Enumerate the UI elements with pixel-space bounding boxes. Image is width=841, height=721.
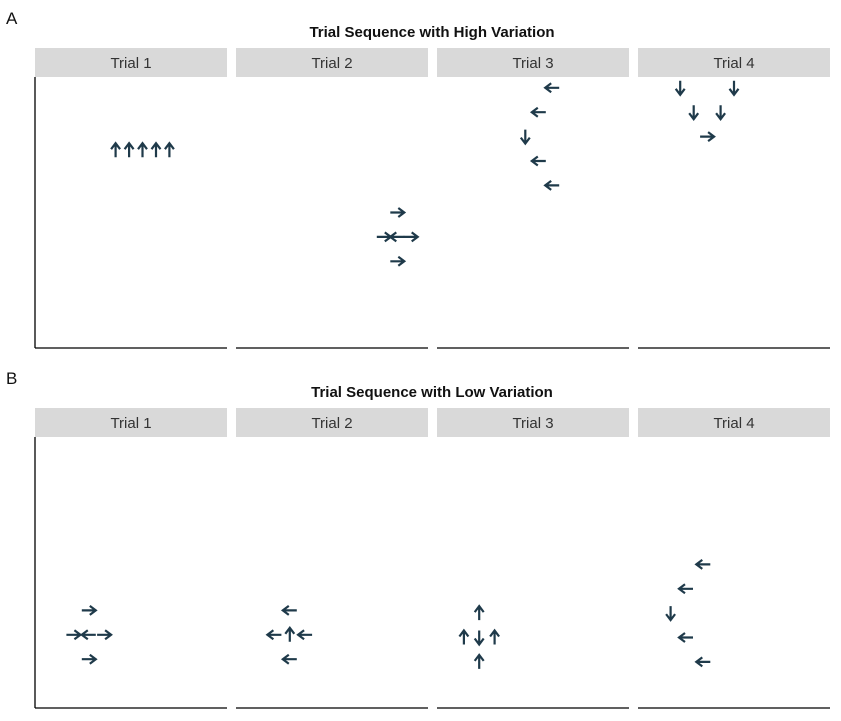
facet-strip-label: Trial 2 — [311, 415, 352, 432]
arrow-up-icon — [123, 141, 135, 158]
facet-strip — [236, 48, 428, 77]
facet-trial-4: Trial 4 — [638, 408, 830, 709]
arrow-right-icon — [403, 231, 420, 243]
facet-strip — [437, 48, 629, 77]
facet-trial-4: Trial 4 — [638, 48, 830, 349]
arrow-left-icon — [79, 629, 96, 641]
facet-strip-label: Trial 4 — [713, 55, 754, 72]
arrow-right-icon — [81, 653, 98, 665]
arrow-right-icon — [97, 629, 113, 641]
arrow-up-icon — [489, 628, 500, 645]
arrow-right-icon — [66, 629, 83, 641]
arrow-left-icon — [677, 583, 693, 595]
arrow-left-icon — [677, 632, 693, 643]
facet-strip-label: Trial 3 — [512, 415, 553, 432]
arrow-left-icon — [296, 629, 313, 641]
arrow-up-icon — [473, 653, 485, 669]
arrow-up-icon — [150, 141, 162, 158]
arrow-down-icon — [688, 105, 700, 122]
facet-strip-label: Trial 1 — [110, 55, 151, 72]
panel-letter: B — [6, 369, 17, 388]
arrow-up-icon — [164, 141, 175, 158]
arrow-left-icon — [543, 82, 560, 94]
facet-trial-3: Trial 3 — [437, 48, 629, 349]
facet-trial-1: Trial 1 — [34, 48, 227, 349]
arrow-down-icon — [665, 606, 676, 622]
arrow-right-icon — [700, 131, 716, 142]
panel-a: A Trial Sequence with High Variation Trial… — [6, 9, 830, 349]
arrow-down-icon — [715, 105, 726, 122]
arrow-left-icon — [388, 231, 405, 243]
arrow-left-icon — [543, 180, 560, 191]
arrow-left-icon — [694, 559, 711, 570]
arrow-right-icon — [390, 255, 407, 267]
facet-trial-1: Trial 1 — [34, 408, 227, 709]
facet-strip-label: Trial 2 — [311, 55, 352, 72]
arrow-left-icon — [280, 605, 297, 616]
facet-strip — [35, 48, 227, 77]
facet-strip — [236, 408, 428, 437]
arrow-up-icon — [137, 141, 148, 158]
arrow-left-icon — [280, 653, 297, 665]
arrow-up-icon — [110, 141, 121, 158]
arrow-down-icon — [674, 80, 686, 97]
arrow-left-icon — [529, 106, 546, 118]
panel-title: Trial Sequence with High Variation — [309, 24, 554, 41]
arrow-up-icon — [284, 625, 296, 642]
arrow-left-icon — [694, 656, 711, 668]
facet-strip — [638, 408, 830, 437]
facet-strip — [437, 408, 629, 437]
facet-strip — [35, 408, 227, 437]
arrow-left-icon — [529, 155, 546, 167]
arrow-right-icon — [81, 605, 98, 616]
arrow-right-icon — [390, 207, 407, 218]
facet-trial-3: Trial 3 — [437, 408, 629, 709]
arrow-down-icon — [728, 80, 740, 97]
facet-trial-2: Trial 2 — [236, 408, 428, 709]
arrow-left-icon — [265, 629, 282, 641]
facet-strip — [638, 48, 830, 77]
facet-strip-label: Trial 1 — [110, 415, 151, 432]
facet-trial-2: Trial 2 — [236, 48, 428, 349]
facet-strip-label: Trial 3 — [512, 55, 553, 72]
arrow-up-icon — [473, 604, 485, 621]
arrow-down-icon — [473, 630, 485, 647]
panel-letter: A — [6, 9, 18, 28]
arrow-up-icon — [458, 628, 470, 645]
arrow-down-icon — [519, 129, 531, 146]
panel-b: B Trial Sequence with Low Variation Trial … — [6, 369, 830, 709]
panel-title: Trial Sequence with Low Variation — [311, 384, 553, 401]
facet-strip-label: Trial 4 — [713, 415, 754, 432]
